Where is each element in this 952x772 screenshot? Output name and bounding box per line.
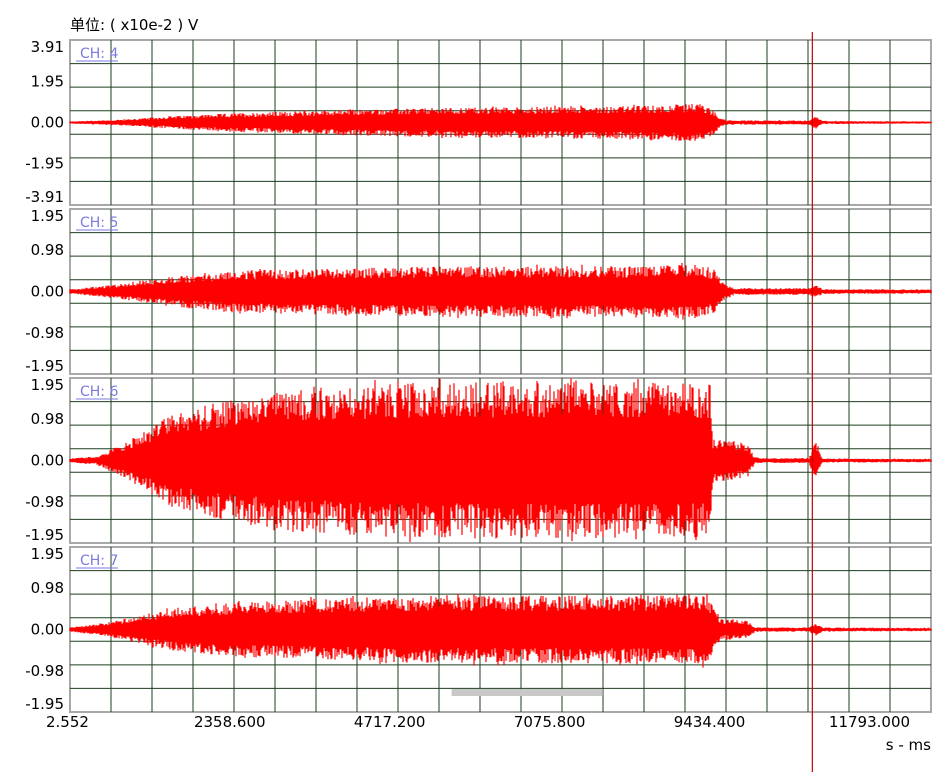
channel-label: CH: 5 — [80, 215, 118, 231]
channel-label: CH: 6 — [80, 384, 118, 400]
x-tick-label: 7075.800 — [514, 713, 586, 731]
y-tick-label: 1.95 — [31, 72, 64, 90]
channel-panels: 3.91 1.95 0.00 -1.95 -3.91 CH: 4 1.95 0.98 0.00 -… — [25, 38, 932, 713]
y-tick-label: 0.00 — [31, 114, 64, 132]
y-tick-label: -3.91 — [25, 188, 64, 206]
y-tick-label: -1.95 — [25, 526, 64, 544]
y-tick-label: 0.00 — [31, 283, 64, 301]
y-tick-label: -1.95 — [25, 155, 64, 173]
y-tick-label: 0.00 — [31, 452, 64, 470]
y-tick-label: 3.91 — [31, 38, 64, 56]
y-tick-label: -0.98 — [25, 493, 64, 511]
y-tick-label: 1.95 — [31, 207, 64, 225]
y-tick-label: 1.95 — [31, 376, 64, 394]
channel-label: CH: 4 — [80, 46, 118, 62]
x-tick-label: 9434.400 — [674, 713, 746, 731]
y-tick-label: 0.00 — [31, 621, 64, 639]
y-tick-label: -1.95 — [25, 695, 64, 713]
y-tick-label: -0.98 — [25, 324, 64, 342]
x-unit-label: s - ms — [886, 736, 931, 754]
y-tick-label: 0.98 — [31, 241, 64, 259]
y-tick-label: 0.98 — [31, 410, 64, 428]
y-tick-label: 0.98 — [31, 579, 64, 597]
channel-label: CH: 7 — [80, 553, 118, 569]
channel-panel: 1.95 0.98 0.00 -0.98 -1.95 CH: 5 — [25, 207, 932, 375]
x-tick-label: 2.552 — [46, 713, 89, 731]
x-tick-label: 11793.000 — [829, 713, 910, 731]
time-scroll-thumb[interactable] — [451, 689, 603, 696]
channel-panel: 1.95 0.98 0.00 -0.98 -1.95 CH: 7 — [25, 545, 932, 713]
channel-panel: 3.91 1.95 0.00 -1.95 -3.91 CH: 4 — [25, 38, 932, 206]
y-tick-label: 1.95 — [31, 545, 64, 563]
x-axis: 2.552 2358.600 4717.200 7075.800 9434.400 117… — [46, 713, 910, 731]
y-tick-label: -0.98 — [25, 662, 64, 680]
x-tick-label: 4717.200 — [354, 713, 426, 731]
y-tick-label: -1.95 — [25, 357, 64, 375]
channel-panel: 1.95 0.98 0.00 -0.98 -1.95 CH: 6 — [25, 376, 932, 544]
unit-label: 单位: ( x10e-2 ) V — [70, 16, 199, 34]
x-tick-label: 2358.600 — [194, 713, 266, 731]
